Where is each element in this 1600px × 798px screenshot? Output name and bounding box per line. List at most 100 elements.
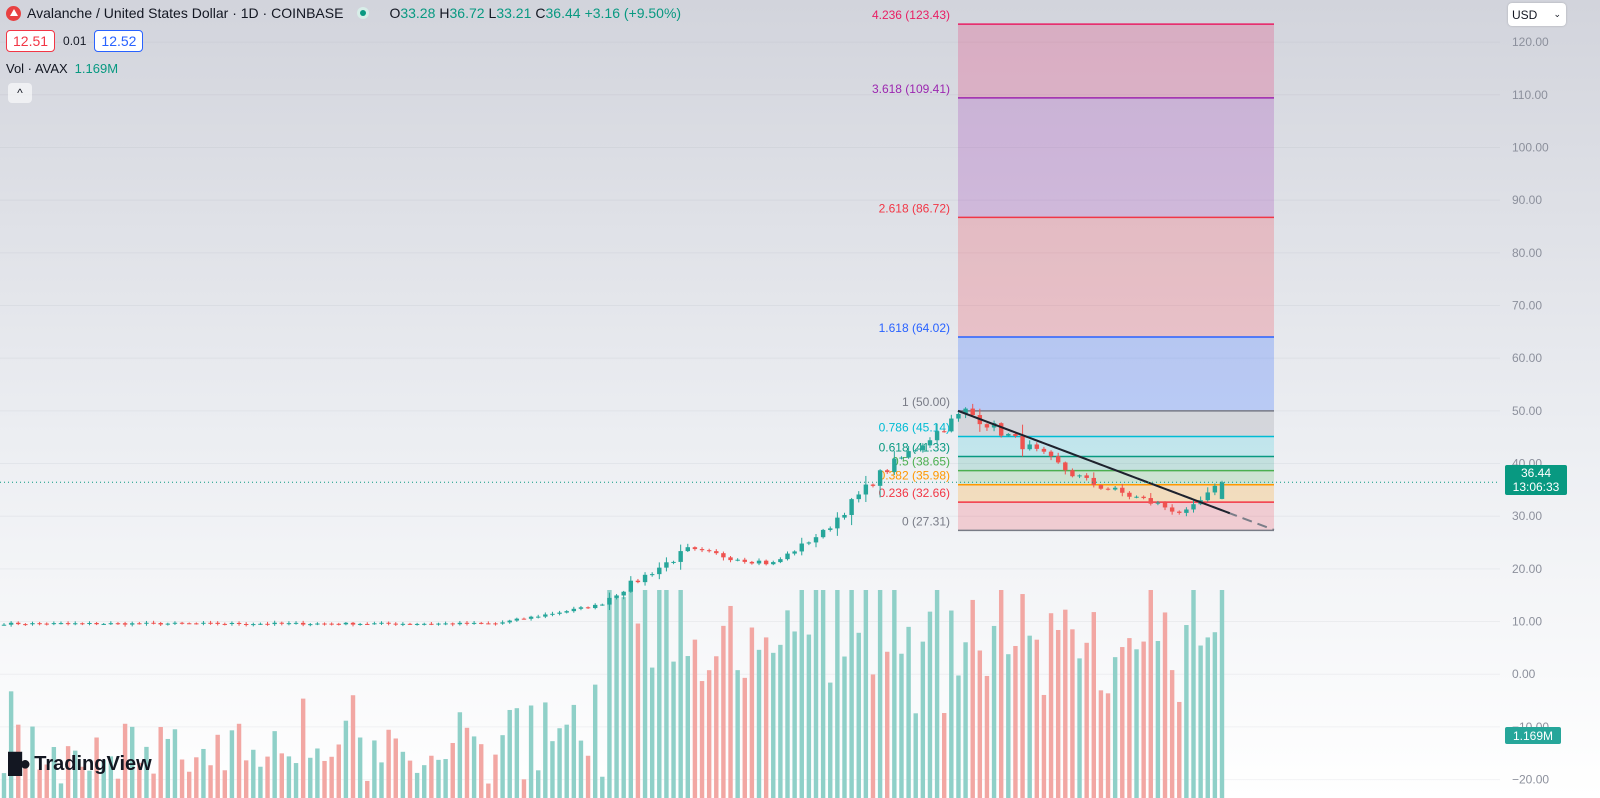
candle-body <box>101 623 106 625</box>
volume-bar <box>1191 590 1196 798</box>
tradingview-logo[interactable]: █● TradingView <box>8 753 152 776</box>
candle-body <box>315 623 320 625</box>
candle-body <box>350 622 356 625</box>
price-tick-label: 70.00 <box>1512 299 1542 313</box>
volume-bar <box>1020 594 1025 798</box>
symbol-title[interactable]: Avalanche / United States Dollar · 1D · … <box>27 5 344 21</box>
candle-body <box>1 624 7 626</box>
price-tick-label: 20.00 <box>1512 562 1542 576</box>
volume-bar <box>1077 658 1082 798</box>
volume-bar <box>365 780 370 798</box>
candle-body <box>1084 475 1089 478</box>
volume-bar <box>429 755 434 798</box>
candle-body <box>536 616 541 618</box>
candle-body <box>1006 433 1011 436</box>
candle-body <box>856 494 861 500</box>
collapse-legend-button[interactable]: ^ <box>8 83 32 103</box>
candle-body <box>44 623 49 625</box>
candle-body <box>1077 475 1082 477</box>
candle-body <box>229 622 235 624</box>
candle-body <box>635 580 641 583</box>
volume-title[interactable]: Vol · AVAX <box>6 61 68 76</box>
volume-bar <box>1148 590 1153 798</box>
candle-body <box>479 622 484 624</box>
volume-bar <box>550 741 555 798</box>
candle-body <box>657 567 662 575</box>
volume-bar <box>44 764 49 798</box>
close-key: C <box>535 5 546 21</box>
change-value: +3.16 (+9.50%) <box>584 5 682 21</box>
volume-bar <box>820 590 826 798</box>
fib-zone <box>958 436 1274 457</box>
volume-bar <box>1034 639 1040 798</box>
candle-body <box>151 622 156 624</box>
fibonacci-extension[interactable]: 0 (27.31) 0.236 (32.66) 0.382 (35.98)0.5 (… <box>872 8 1274 532</box>
candle-body <box>813 537 819 543</box>
volume-bar <box>536 770 541 798</box>
volume-bar <box>322 760 327 798</box>
volume-bar <box>179 759 185 798</box>
candle-body <box>122 623 128 625</box>
candle-body <box>557 612 562 614</box>
volume-bar <box>942 713 947 798</box>
candle-body <box>215 622 220 624</box>
volume-value: 1.169M <box>74 61 119 76</box>
fib-level-label: 0.5 (38.65) <box>892 455 950 469</box>
candle-body <box>1162 502 1168 508</box>
volume-bar <box>194 757 199 798</box>
volume-bar <box>742 677 747 798</box>
volume-bar <box>507 709 512 798</box>
buy-button[interactable]: 12.52 <box>94 30 144 52</box>
volume-bar <box>671 661 676 798</box>
currency-selector[interactable]: USD ⌄ <box>1508 3 1566 26</box>
symbol-legend: Avalanche / United States Dollar · 1D · … <box>6 5 681 21</box>
candle-body <box>436 623 441 625</box>
volume-bar <box>963 642 968 798</box>
candle-body <box>970 408 975 416</box>
volume-bar <box>649 667 655 798</box>
volume-bar <box>699 681 705 798</box>
candle-body <box>336 623 341 625</box>
volume-bar <box>372 740 377 798</box>
candle-body <box>728 557 733 561</box>
candle-body <box>130 623 135 625</box>
candle-body <box>1070 470 1075 477</box>
fib-zone <box>958 484 1274 503</box>
candle-body <box>1205 492 1210 501</box>
volume-bar <box>243 760 249 798</box>
price-tick-label: 100.00 <box>1512 140 1549 154</box>
price-tick-label: 50.00 <box>1512 404 1542 418</box>
volume-bar <box>1177 701 1182 798</box>
volume-bar <box>949 610 954 798</box>
sell-button[interactable]: 12.51 <box>6 30 56 52</box>
fib-level-label: 3.618 (109.41) <box>872 82 950 96</box>
candle-body <box>201 622 206 624</box>
candle-body <box>771 562 776 565</box>
candle-body <box>471 622 477 624</box>
candle-body <box>137 623 142 625</box>
candle-body <box>664 562 669 568</box>
candle-body <box>73 623 78 625</box>
volume-bar <box>685 656 690 798</box>
candle-body <box>1041 448 1047 452</box>
volume-bar <box>856 632 861 798</box>
fib-zone <box>958 456 1274 471</box>
chevron-down-icon: ⌄ <box>1553 9 1561 19</box>
volume-bar <box>315 748 320 798</box>
volume-bar <box>165 738 171 798</box>
current-price-label: 36.44 13:06:33 <box>1505 465 1567 495</box>
candle-body <box>1155 502 1161 504</box>
volume-bar <box>73 750 78 798</box>
candle-body <box>194 623 199 625</box>
fib-level-label: 4.236 (123.43) <box>872 8 950 22</box>
fib-level-label: 0.382 (35.98) <box>879 469 950 483</box>
candle-body <box>699 549 705 551</box>
candle-body <box>365 623 370 625</box>
volume-bar <box>151 773 156 798</box>
volume-bar <box>642 590 648 798</box>
volume-bar <box>1155 640 1161 798</box>
candle-body <box>564 611 569 613</box>
volume-bar <box>229 730 235 798</box>
candle-body <box>94 622 99 625</box>
